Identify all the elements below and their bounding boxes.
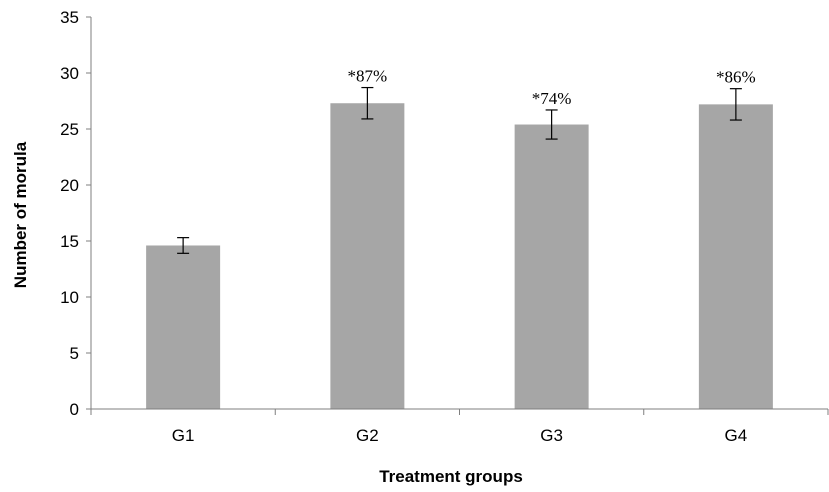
y-tick-label: 35	[60, 8, 79, 27]
error-bar-g3	[545, 109, 558, 140]
bars-layer	[146, 103, 773, 410]
bar-g2	[330, 103, 405, 410]
axes-layer: G1 G2 G3 G4 0 5 10 15 20 25 30 35	[60, 8, 829, 445]
error-bar-g2	[361, 86, 374, 120]
y-tick-label: 10	[60, 288, 79, 307]
x-axis-title: Treatment groups	[379, 467, 523, 486]
bar-g4	[698, 104, 773, 410]
labels-layer: *87% *74% *86%	[348, 67, 756, 108]
bar-g3	[514, 124, 589, 410]
y-tick-label: 25	[60, 120, 79, 139]
y-tick-label: 30	[60, 64, 79, 83]
y-tick-label: 5	[70, 344, 79, 363]
x-tick-label-g4: G4	[725, 426, 748, 445]
x-tick-label-g1: G1	[172, 426, 195, 445]
data-label-g3: *74%	[532, 89, 572, 108]
x-tick-label-g3: G3	[540, 426, 563, 445]
data-label-g4: *86%	[716, 68, 756, 87]
y-tick-label: 15	[60, 232, 79, 251]
x-tick-label-g2: G2	[356, 426, 379, 445]
error-bars-layer	[177, 86, 742, 254]
y-tick-label: 20	[60, 176, 79, 195]
error-bar-g4	[729, 88, 742, 121]
bar-g1	[146, 245, 221, 409]
error-bar-g1	[177, 237, 190, 254]
y-axis-title: Number of morula	[11, 141, 30, 288]
y-tick-label: 0	[70, 400, 79, 419]
data-label-g2: *87%	[348, 67, 388, 86]
